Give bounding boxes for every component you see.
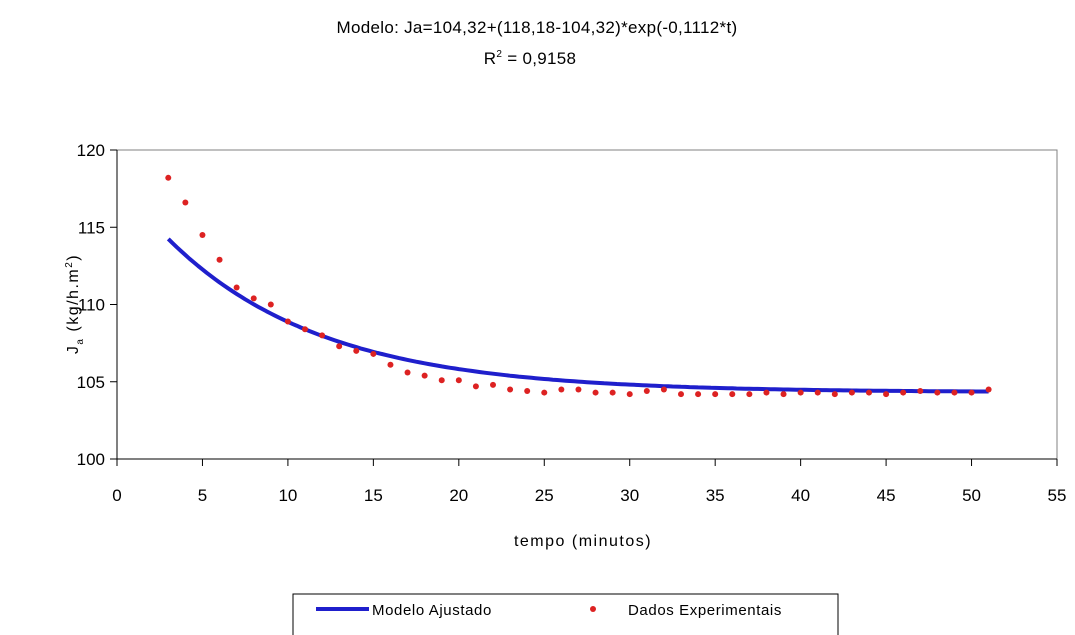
- x-axis-ticks: 0 5 10 15 20 25 30 35 40 45 50 55: [112, 459, 1066, 505]
- data-point: [199, 231, 206, 238]
- data-point: [678, 391, 684, 398]
- y-tick-label: 120: [77, 141, 105, 160]
- legend: Modelo Ajustado Dados Experimentais: [292, 593, 839, 635]
- data-point: [490, 381, 496, 388]
- y-axis-ticks: 100 105 110 115 120: [77, 141, 117, 469]
- data-point: [814, 389, 821, 396]
- data-point: [831, 391, 838, 398]
- x-tick-label: 40: [791, 486, 810, 505]
- data-point: [267, 301, 274, 308]
- y-axis-title-subscript: a: [75, 338, 86, 345]
- data-point: [455, 377, 462, 384]
- y-axis-title-main: J: [65, 345, 82, 355]
- data-point: [284, 318, 291, 325]
- data-point: [729, 391, 736, 398]
- data-point: [319, 332, 326, 339]
- data-point: [353, 347, 360, 354]
- data-point: [951, 389, 958, 396]
- legend-label-experimental: Dados Experimentais: [628, 602, 782, 619]
- data-point: [472, 383, 479, 390]
- x-tick-label: 5: [198, 486, 207, 505]
- data-point: [746, 391, 753, 398]
- x-tick-label: 35: [706, 486, 725, 505]
- y-axis-title: Ja (kg/h.m2): [64, 254, 86, 354]
- data-point: [917, 388, 924, 395]
- data-point: [763, 389, 770, 396]
- data-point: [866, 389, 872, 396]
- x-tick-label: 45: [877, 486, 896, 505]
- data-point: [336, 343, 343, 350]
- data-point: [985, 386, 992, 393]
- data-point: [626, 391, 633, 398]
- data-point: [592, 389, 599, 396]
- data-point: [695, 391, 702, 398]
- data-point: [507, 386, 514, 393]
- y-tick-label: 105: [77, 373, 105, 392]
- data-point: [883, 391, 890, 398]
- y-axis-title-close: ): [65, 254, 82, 261]
- y-axis-title-superscript: 2: [64, 261, 75, 268]
- data-point: [643, 388, 650, 395]
- data-point: [370, 350, 377, 357]
- x-tick-label: 55: [1048, 486, 1067, 505]
- x-tick-label: 30: [620, 486, 639, 505]
- data-point: [900, 389, 907, 396]
- y-tick-label: 115: [78, 218, 105, 237]
- legend-box: [292, 593, 839, 635]
- x-tick-label: 50: [962, 486, 981, 505]
- x-tick-label: 10: [278, 486, 297, 505]
- legend-label-model: Modelo Ajustado: [372, 602, 492, 619]
- legend-point-swatch: [590, 606, 596, 612]
- data-point: [934, 389, 941, 396]
- data-point: [780, 391, 787, 398]
- r-squared-superscript: 2: [496, 49, 502, 60]
- data-point: [421, 372, 428, 379]
- r-squared-label: R: [484, 49, 497, 68]
- data-point: [182, 199, 189, 206]
- x-tick-label: 20: [449, 486, 468, 505]
- data-point: [797, 389, 804, 396]
- x-tick-label: 0: [112, 486, 121, 505]
- data-point: [558, 386, 565, 393]
- data-point: [575, 386, 582, 393]
- data-point: [712, 391, 719, 398]
- data-point: [848, 389, 855, 396]
- data-point: [660, 386, 667, 393]
- chart-subtitle: R2 = 0,9158: [484, 49, 577, 68]
- x-tick-label: 15: [364, 486, 383, 505]
- data-point: [404, 369, 411, 376]
- data-point: [438, 377, 445, 384]
- data-point: [216, 256, 223, 263]
- x-tick-label: 25: [535, 486, 554, 505]
- data-point: [541, 389, 548, 396]
- y-tick-label: 110: [78, 296, 105, 315]
- chart-title: Modelo: Ja=104,32+(118,18-104,32)*exp(-0…: [337, 18, 738, 37]
- data-point: [609, 389, 616, 396]
- y-tick-label: 100: [77, 450, 105, 469]
- data-point: [250, 295, 257, 302]
- data-point: [524, 388, 531, 395]
- data-point: [968, 389, 975, 396]
- data-point: [387, 361, 394, 368]
- data-point: [165, 174, 172, 181]
- experimental-series: [165, 174, 992, 398]
- y-axis-title-units: (kg/h.m: [65, 268, 82, 338]
- r-squared-value: = 0,9158: [502, 49, 576, 68]
- data-point: [302, 326, 308, 333]
- x-axis-title: tempo (minutos): [514, 533, 652, 550]
- data-point: [233, 284, 240, 291]
